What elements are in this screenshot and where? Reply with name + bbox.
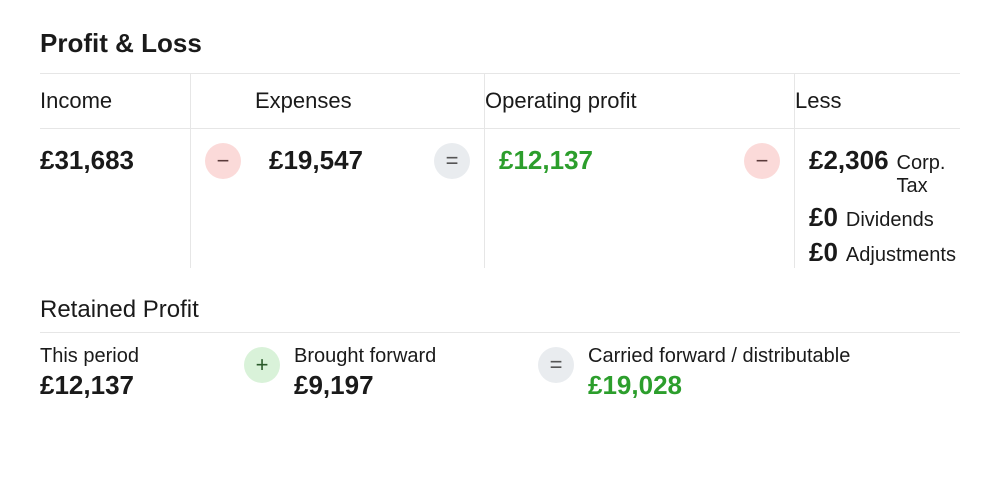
less-amount: £2,306 xyxy=(809,145,889,176)
value-operating-profit: £12,137 xyxy=(485,129,730,268)
operating-profit-amount: £12,137 xyxy=(499,145,730,176)
op-spacer xyxy=(420,74,484,128)
this-period-amount: £12,137 xyxy=(40,370,230,401)
minus-icon: − xyxy=(744,143,780,179)
section-title-retained-profit: Retained Profit xyxy=(40,296,960,324)
income-amount: £31,683 xyxy=(40,145,190,176)
this-period-label: This period xyxy=(40,345,230,368)
expenses-amount: £19,547 xyxy=(269,145,420,176)
less-amount: £0 xyxy=(809,202,838,233)
less-item-dividends: £0 Dividends xyxy=(809,202,960,233)
header-expenses: Expenses xyxy=(255,74,420,128)
header-operating-profit: Operating profit xyxy=(485,74,730,128)
equals-icon: = xyxy=(538,347,574,383)
op-spacer xyxy=(730,74,794,128)
brought-forward-amount: £9,197 xyxy=(294,370,524,401)
retained-this-period: This period £12,137 xyxy=(40,333,230,403)
section-title-profit-loss: Profit & Loss xyxy=(40,28,960,59)
retained-carried-forward: Carried forward / distributable £19,028 xyxy=(588,333,960,403)
pl-value-row: £31,683 − £19,547 = £12,137 − £2,306 Cor… xyxy=(40,128,960,268)
value-expenses: £19,547 xyxy=(255,129,420,268)
retained-row: This period £12,137 + Brought forward £9… xyxy=(40,332,960,403)
minus-icon: − xyxy=(205,143,241,179)
op-slot-equals-1: = xyxy=(420,129,484,268)
equals-icon: = xyxy=(434,143,470,179)
less-amount: £0 xyxy=(809,237,838,268)
less-list: £2,306 Corp. Tax £0 Dividends £0 Adjustm… xyxy=(809,145,960,268)
value-income: £31,683 xyxy=(40,129,190,268)
header-income: Income xyxy=(40,74,190,128)
op-slot-equals-2: = xyxy=(524,333,588,403)
less-label: Adjustments xyxy=(846,244,956,267)
less-label: Corp. Tax xyxy=(897,152,960,198)
profit-loss-section: Profit & Loss Income Expenses Operating … xyxy=(40,28,960,268)
brought-forward-label: Brought forward xyxy=(294,345,524,368)
op-slot-minus-1: − xyxy=(191,129,255,268)
op-slot-minus-2: − xyxy=(730,129,794,268)
less-label: Dividends xyxy=(846,209,934,232)
less-item-adjustments: £0 Adjustments xyxy=(809,237,960,268)
op-spacer xyxy=(191,74,255,128)
carried-forward-amount: £19,028 xyxy=(588,370,960,401)
value-less: £2,306 Corp. Tax £0 Dividends £0 Adjustm… xyxy=(795,129,960,268)
header-less: Less xyxy=(795,74,960,128)
plus-icon: + xyxy=(244,347,280,383)
retained-profit-section: Retained Profit This period £12,137 + Br… xyxy=(40,296,960,403)
op-slot-plus: + xyxy=(230,333,294,403)
less-item-corp-tax: £2,306 Corp. Tax xyxy=(809,145,960,198)
pl-header-row: Income Expenses Operating profit Less xyxy=(40,73,960,128)
retained-brought-forward: Brought forward £9,197 xyxy=(294,333,524,403)
carried-forward-label: Carried forward / distributable xyxy=(588,345,960,368)
